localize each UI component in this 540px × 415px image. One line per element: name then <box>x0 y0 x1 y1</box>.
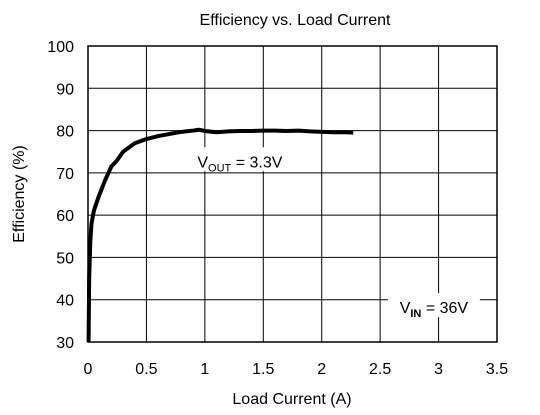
x-tick-label: 1 <box>200 361 209 378</box>
x-tick-label: 2.5 <box>369 361 391 378</box>
annotation-group: VOUT = 3.3V VIN = 36V <box>183 147 480 320</box>
vin-label-bg <box>387 293 480 318</box>
series-group <box>86 127 354 343</box>
x-axis-label: Load Current (A) <box>232 391 351 408</box>
chart-title: Efficiency vs. Load Current <box>200 12 391 29</box>
y-tick-label: 80 <box>56 124 74 141</box>
y-axis-label: Efficiency (%) <box>11 145 28 243</box>
x-tick-label: 3.5 <box>486 361 508 378</box>
x-tick-label: 3 <box>434 361 443 378</box>
y-tick-labels: 30 40 50 60 70 80 90 100 <box>47 39 74 352</box>
x-tick-label: 0.5 <box>135 361 157 378</box>
vout-annotation: VOUT = 3.3V <box>197 154 282 174</box>
x-tick-label: 1.5 <box>252 361 274 378</box>
y-tick-label: 50 <box>56 250 74 267</box>
y-tick-label: 40 <box>56 293 74 310</box>
y-tick-label: 60 <box>56 208 74 225</box>
y-tick-label: 70 <box>56 166 74 183</box>
x-tick-label: 2 <box>317 361 326 378</box>
x-tick-label: 0 <box>84 361 93 378</box>
vout-label-bg <box>183 147 296 172</box>
y-tick-label: 100 <box>47 39 74 56</box>
plot-frame <box>87 45 498 343</box>
y-tick-label: 90 <box>56 81 74 98</box>
x-tick-labels: 0 0.5 1 1.5 2 2.5 3 3.5 <box>84 361 509 378</box>
efficiency-series-line <box>86 127 354 343</box>
y-tick-label: 30 <box>56 335 74 352</box>
vin-annotation: VIN = 36V <box>400 300 469 320</box>
